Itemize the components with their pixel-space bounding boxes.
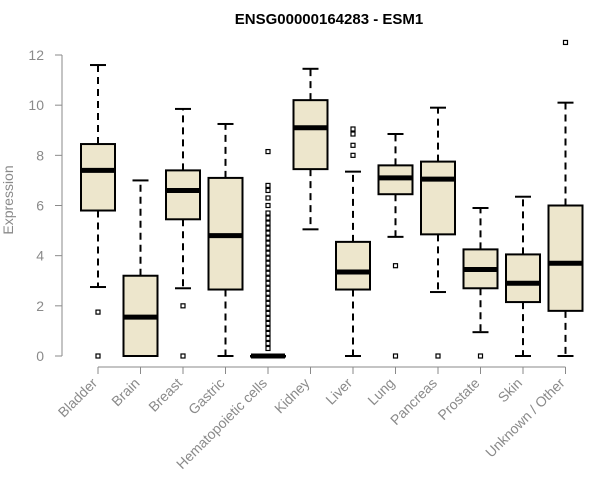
- outlier-point: [95, 353, 101, 359]
- box-brain: [122, 179, 159, 358]
- outlier-point: [265, 285, 271, 291]
- outlier-point: [265, 148, 271, 155]
- outlier-point: [265, 255, 271, 261]
- outlier-point: [265, 305, 271, 311]
- x-tick-label: Breast: [145, 375, 185, 415]
- y-tick-label: 2: [36, 298, 44, 314]
- outlier-point: [392, 353, 399, 359]
- outlier-point: [265, 295, 271, 301]
- outlier-point: [265, 187, 271, 194]
- x-tick-label: Bladder: [55, 375, 101, 421]
- outlier-point: [562, 39, 569, 46]
- outlier-point: [350, 152, 356, 158]
- outlier-point: [180, 353, 186, 359]
- y-tick-label: 10: [28, 97, 44, 113]
- outlier-point: [265, 270, 271, 276]
- iqr-box: [335, 240, 371, 291]
- box-series: [80, 39, 584, 359]
- outlier-point: [265, 210, 271, 216]
- outlier-point: [265, 260, 271, 266]
- outlier-point: [265, 215, 271, 221]
- outlier-point: [265, 202, 271, 209]
- outlier-point: [265, 315, 271, 321]
- outlier-point: [265, 280, 271, 286]
- box-lung: [377, 133, 414, 359]
- outlier-point: [265, 235, 271, 241]
- iqr-box: [165, 169, 201, 221]
- iqr-box: [80, 143, 116, 212]
- y-tick-label: 6: [36, 198, 44, 214]
- x-tick-label: Lung: [364, 375, 397, 408]
- x-tick-label: Unknown / Other: [482, 375, 568, 461]
- y-tick-label: 12: [28, 47, 44, 63]
- outlier-point: [265, 340, 271, 347]
- outlier-point: [392, 263, 399, 269]
- x-tick-label: Pancreas: [387, 375, 440, 428]
- outlier-point: [265, 265, 271, 271]
- iqr-box: [547, 204, 584, 312]
- outlier-point: [180, 303, 186, 309]
- y-tick-label: 4: [36, 248, 44, 264]
- outlier-point: [265, 330, 271, 337]
- outlier-point: [265, 325, 271, 332]
- y-tick-label: 8: [36, 147, 44, 163]
- box-gastric: [207, 122, 244, 357]
- outlier-point: [265, 195, 271, 201]
- y-tick-label: 0: [36, 348, 44, 364]
- chart-title: ENSG00000164283 - ESM1: [235, 11, 423, 28]
- x-tick-label: Brain: [108, 375, 142, 409]
- iqr-box: [420, 160, 456, 236]
- outlier-point: [265, 310, 271, 316]
- outlier-point: [265, 275, 271, 281]
- outlier-point: [265, 245, 271, 251]
- outlier-point: [265, 240, 271, 246]
- iqr-box: [292, 99, 329, 171]
- outlier-point: [265, 300, 271, 306]
- outlier-point: [265, 220, 271, 226]
- outlier-point: [265, 230, 271, 236]
- y-axis: 0 2 4 6 8 10 12: [28, 47, 63, 364]
- box-hematopoietic-cells: [250, 148, 286, 359]
- box-bladder: [80, 64, 116, 359]
- x-tick-label: Prostate: [434, 375, 482, 423]
- box-prostate: [462, 207, 499, 359]
- outlier-point: [350, 131, 356, 137]
- box-breast: [165, 107, 201, 359]
- x-tick-label: Liver: [322, 375, 355, 408]
- box-skin: [505, 195, 541, 357]
- x-tick-label: Kidney: [271, 375, 313, 417]
- outlier-point: [477, 353, 484, 359]
- box-pancreas: [420, 106, 456, 359]
- y-axis-label: Expression: [0, 165, 16, 234]
- box-unknown-other: [547, 39, 584, 357]
- outlier-point: [350, 126, 356, 132]
- outlier-point: [265, 225, 271, 231]
- outlier-point: [265, 320, 271, 326]
- outlier-point: [265, 290, 271, 296]
- outlier-point: [435, 353, 441, 359]
- outlier-point: [265, 182, 271, 189]
- outlier-point: [95, 309, 101, 315]
- outlier-point: [350, 142, 356, 148]
- box-kidney: [292, 67, 329, 231]
- outlier-point: [265, 345, 271, 352]
- x-tick-label: Skin: [495, 375, 526, 406]
- outlier-point: [265, 250, 271, 256]
- iqr-box: [505, 253, 541, 304]
- box-liver: [335, 126, 371, 357]
- outlier-point: [265, 335, 271, 342]
